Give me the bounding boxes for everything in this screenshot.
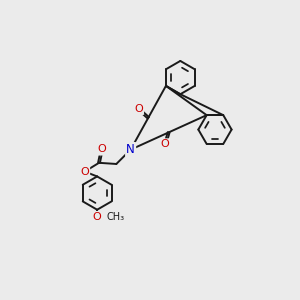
- Text: O: O: [98, 144, 106, 154]
- Text: O: O: [161, 140, 170, 149]
- Text: O: O: [80, 167, 89, 177]
- Text: O: O: [134, 104, 143, 114]
- Text: CH₃: CH₃: [107, 212, 125, 222]
- Text: N: N: [126, 143, 135, 156]
- Text: O: O: [93, 212, 101, 222]
